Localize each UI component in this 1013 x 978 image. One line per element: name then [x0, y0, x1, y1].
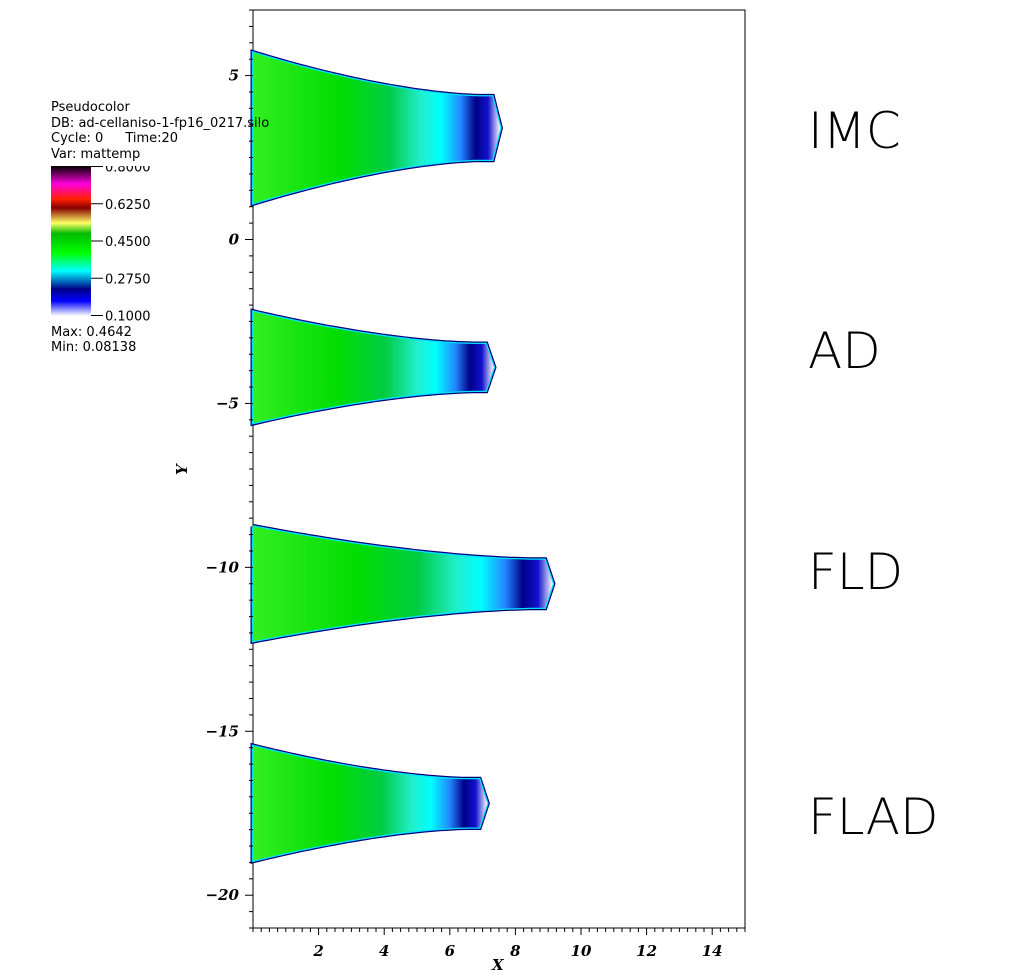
colorbar-ticks: 0.8000 0.6250 0.4500 0.2750 0.1000	[91, 161, 151, 325]
x-tick-label: 6	[445, 942, 456, 960]
y-axis: 5 0 −5 −10 −15 −20	[206, 9, 253, 929]
x-tick-label: 2	[312, 942, 323, 960]
x-tick-label: 10	[571, 942, 592, 960]
y-tick-label: −5	[216, 394, 239, 412]
x-tick-label: 14	[702, 942, 723, 960]
colorbar: 0.8000 0.6250 0.4500 0.2750 0.1000	[51, 161, 171, 325]
colorbar-tick-label: 0.6250	[105, 198, 151, 213]
plume-fld	[253, 526, 553, 642]
x-axis-title: X	[491, 956, 505, 974]
colorbar-gradient	[51, 166, 91, 316]
legend-time: Time:20	[125, 131, 179, 146]
colorbar-tick-label: 0.8000	[105, 166, 151, 176]
plot-legend: Pseudocolor DB: ad-cellaniso-1-fp16_0217…	[51, 100, 269, 162]
y-tick-label: −15	[206, 722, 239, 740]
plume-imc	[253, 52, 501, 204]
legend-plot-type: Pseudocolor	[51, 100, 130, 115]
y-tick-label: −10	[206, 558, 240, 576]
x-tick-label: 12	[636, 942, 657, 960]
colorbar-tick-label: 0.4500	[105, 235, 151, 250]
plume-ad	[253, 311, 494, 424]
plume-flad	[253, 746, 488, 861]
legend-max: Max: 0.4642	[51, 325, 132, 340]
x-tick-label: 8	[510, 942, 521, 960]
x-tick-label: 4	[379, 942, 389, 960]
legend-cycle: Cycle: 0	[51, 131, 104, 146]
y-axis-title: Y	[173, 463, 191, 475]
label-fld: FLD	[808, 543, 904, 601]
legend-minmax: Max: 0.4642 Min: 0.08138	[51, 325, 136, 355]
legend-db: DB: ad-cellaniso-1-fp16_0217.silo	[51, 115, 270, 131]
y-tick-label: 5	[229, 67, 239, 85]
legend-min: Min: 0.08138	[51, 340, 137, 355]
legend-var: Var: mattemp	[51, 146, 141, 162]
colorbar-tick-label: 0.2750	[105, 272, 151, 287]
y-tick-label: 0	[229, 231, 240, 249]
x-axis: 2 4 6 8 10 12 14	[252, 928, 746, 960]
plumes-layer	[250, 49, 556, 864]
label-imc: IMC	[808, 102, 901, 160]
label-ad: AD	[808, 322, 881, 380]
colorbar-tick-label: 0.1000	[105, 310, 151, 322]
legend-cycle-time: Cycle: 0 Time:20	[51, 131, 269, 147]
y-tick-label: −20	[206, 886, 240, 904]
label-flad: FLAD	[808, 788, 939, 846]
